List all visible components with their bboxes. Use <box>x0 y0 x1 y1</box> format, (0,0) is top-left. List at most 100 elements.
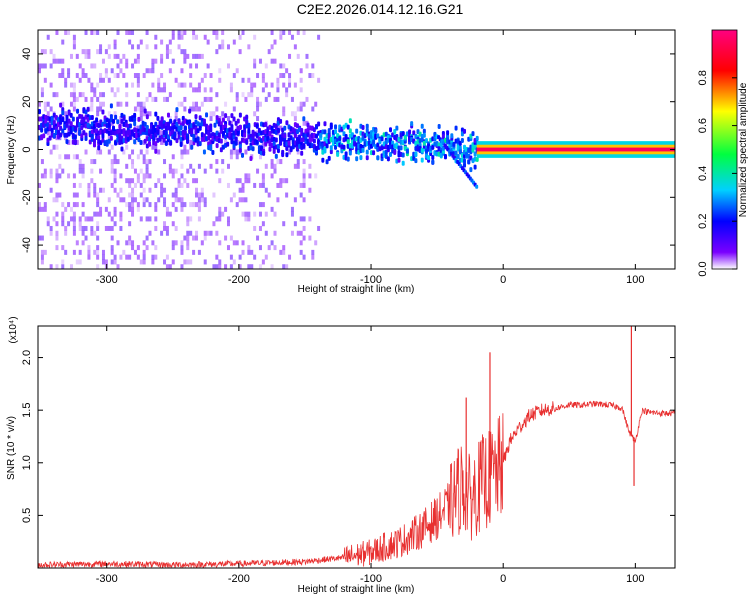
spectrogram-cell <box>78 77 82 83</box>
spectrogram-cell <box>58 154 62 160</box>
spectrogram-cell <box>148 216 152 222</box>
spectrogram-cell <box>113 53 117 59</box>
spectrogram-cell <box>171 192 175 198</box>
spectrogram-cell <box>241 92 245 98</box>
spectrogram-cell <box>299 68 303 74</box>
spectrogram-cell <box>43 202 47 208</box>
spectrogram-cell <box>145 114 149 120</box>
spectrogram-cell <box>279 63 283 69</box>
colorbar-gradient <box>711 29 738 270</box>
spectrogram-cell <box>139 101 143 107</box>
spectrogram-cell <box>110 87 114 93</box>
spectrogram-cell <box>114 114 118 120</box>
spectrogram-cell <box>131 240 135 246</box>
spectrogram-cell <box>128 178 132 184</box>
spectrogram-cell <box>205 112 209 118</box>
spectrogram-cell <box>256 235 260 241</box>
spectrogram-cell <box>180 249 184 255</box>
spectrogram-cell <box>245 114 249 120</box>
spectrogram-cell <box>55 230 59 236</box>
spectrogram-cell <box>55 245 59 251</box>
y-tick-label: 1.5 <box>21 403 33 418</box>
spectrogram-cell <box>238 124 242 130</box>
spectrogram-cells <box>38 30 675 269</box>
spectrogram-cell <box>282 30 286 35</box>
spectrogram-cell <box>125 58 129 64</box>
spectrogram-cell <box>224 101 228 107</box>
spectrogram-cell <box>75 130 79 136</box>
spectrogram-cell <box>58 192 62 198</box>
spectrogram-cell <box>420 123 424 129</box>
spectrogram-cell <box>136 254 140 260</box>
spectrogram-cell <box>163 259 167 265</box>
spectrogram-cell <box>247 122 251 128</box>
spectrogram-cell <box>395 142 399 148</box>
spectrogram-cell <box>236 118 240 124</box>
spectrogram-cell <box>59 132 63 138</box>
spectrogram-cell <box>145 173 149 179</box>
spectrogram-cell <box>218 68 222 74</box>
spectrogram-cell <box>75 96 79 102</box>
spectrogram-cell <box>96 82 100 88</box>
spectrogram-cell <box>249 156 253 162</box>
spectrogram-cell <box>163 221 167 227</box>
spectrogram-cell <box>125 30 129 35</box>
spectrogram-cell <box>348 128 352 134</box>
spectrogram-cell <box>194 114 198 120</box>
spectrogram-cell <box>195 187 199 193</box>
spectrogram-cell <box>145 197 149 203</box>
spectrogram-cell <box>258 182 262 188</box>
spectrogram-cell <box>46 101 50 107</box>
spectrogram-cell <box>299 216 303 222</box>
spectrogram-cell <box>456 153 460 159</box>
spectrogram-cell <box>128 221 132 227</box>
spectrogram-cell <box>186 259 190 265</box>
spectrogram-cell <box>302 178 306 184</box>
spectrogram-cell <box>165 49 169 55</box>
spectrogram-cell <box>264 121 268 127</box>
spectrogram-cell <box>253 34 257 40</box>
spectrogram-cell <box>206 63 210 69</box>
spectrogram-cell <box>156 129 160 135</box>
spectrogram-cell <box>290 34 294 40</box>
spectrogram-cell <box>454 125 458 131</box>
spectrogram-cell <box>107 225 111 231</box>
spectrogram-cell <box>165 206 169 212</box>
spectrogram-cell <box>67 173 71 179</box>
spectrogram-cell <box>299 101 303 107</box>
spectrogram-cell <box>136 101 140 107</box>
spectrogram-cell <box>321 157 325 163</box>
spectrogram-cell <box>386 156 390 162</box>
spectrogram-cell <box>96 111 100 117</box>
spectrogram-cell <box>46 221 50 227</box>
spectrogram-cell <box>164 140 168 146</box>
spectrogram-cell <box>61 264 65 269</box>
spectrogram-cell <box>113 221 117 227</box>
spectrogram-cell <box>165 44 169 50</box>
spectrogram-cell <box>128 123 132 129</box>
spectrogram-cell <box>136 125 140 131</box>
spectrogram-cell <box>245 139 249 145</box>
spectrogram-cell <box>163 173 167 179</box>
spectrogram-cell <box>258 58 262 64</box>
spectrogram-cell <box>247 216 251 222</box>
spectrogram-cell <box>131 30 135 35</box>
spectrogram-cell <box>273 245 277 251</box>
spectrogram-cell <box>40 87 44 93</box>
spectrogram-cell <box>81 73 85 79</box>
spectrogram-cell <box>113 111 117 117</box>
spectrogram-cell <box>218 240 222 246</box>
spectrogram-cell <box>290 111 294 117</box>
spectrogram-cell <box>154 44 158 50</box>
spectrogram-cell <box>154 202 158 208</box>
spectrogram-cell <box>177 30 181 35</box>
spectrogram-cell <box>372 139 376 145</box>
spectrogram-cell <box>139 149 143 155</box>
spectrogram-cell <box>71 116 75 122</box>
spectrogram-cell <box>171 240 175 246</box>
spectrogram-cell <box>145 245 149 251</box>
spectrogram-cell <box>165 53 169 59</box>
spectrogram-cell <box>151 259 155 265</box>
spectrogram-cell <box>203 197 207 203</box>
spectrogram-cell <box>282 73 286 79</box>
